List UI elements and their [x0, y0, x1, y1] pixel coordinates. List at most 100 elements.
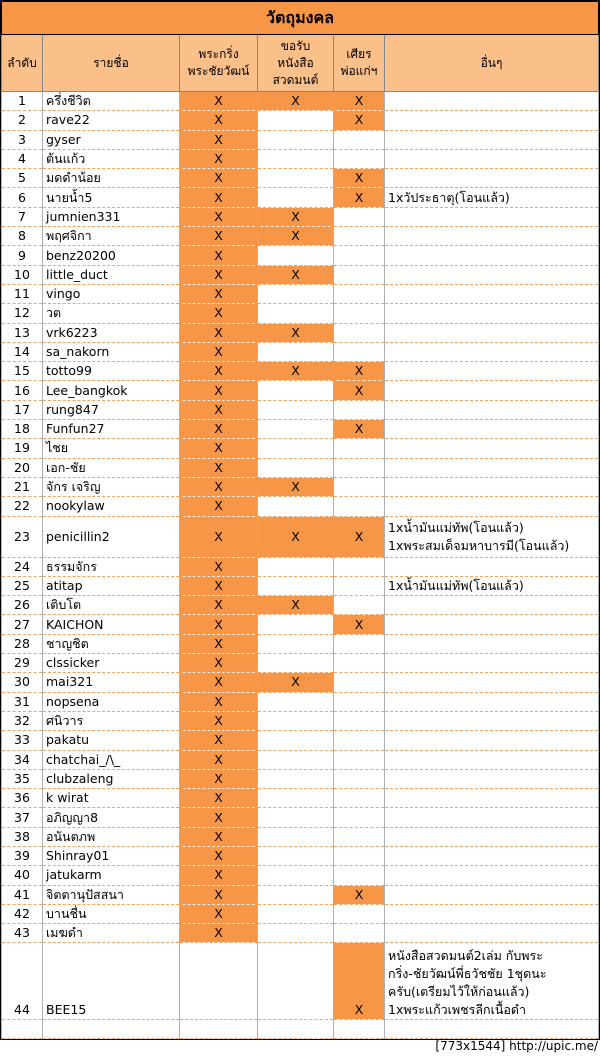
mark-cell: X	[179, 516, 258, 558]
other-cell	[384, 769, 599, 790]
empty-cell	[333, 265, 385, 285]
empty-cell	[257, 730, 334, 751]
empty-cell	[257, 458, 334, 478]
empty-cell	[257, 168, 334, 189]
mark-cell: X	[179, 400, 258, 421]
row: 11 vingo X	[1, 284, 599, 305]
other-line: หนังสือสวดมนต์2เล่ม กับพระ	[388, 948, 543, 964]
mark-cell: X	[179, 438, 258, 459]
other-cell	[384, 904, 599, 925]
row: 34 chatchai_/\_ X	[1, 750, 599, 770]
empty-cell	[257, 750, 334, 770]
mark-cell: X	[179, 750, 258, 770]
empty-cell	[42, 1019, 180, 1040]
mark-cell: X	[179, 323, 258, 343]
row: 39 Shinray01 X	[1, 846, 599, 867]
other-cell	[384, 380, 599, 401]
empty-cell	[333, 323, 385, 343]
row: 9 benz20200 X	[1, 245, 599, 266]
member-name: ต้นแก้ว	[42, 149, 180, 170]
member-name: อนันตภพ	[42, 827, 180, 847]
title-row: วัตถุมงคล	[1, 1, 599, 35]
row: 44 BEE15 X หนังสือสวดมนต์2เล่ม กับพระ กริ่ง-…	[1, 942, 599, 1021]
row-number: 27	[1, 614, 43, 635]
row: 38 อนันตภพ X	[1, 827, 599, 847]
empty-cell	[333, 750, 385, 770]
empty-cell	[257, 130, 334, 150]
other-cell: 1xน้ำมันแม่ทัพ(โอนแล้ว) 1xพระสมเด็จมหาบาร…	[384, 516, 599, 558]
mark-cell: X	[179, 730, 258, 751]
member-name: mai321	[42, 672, 180, 693]
row-number: 37	[1, 807, 43, 828]
member-name: KAICHON	[42, 614, 180, 635]
row-number: 16	[1, 380, 43, 401]
empty-cell	[257, 846, 334, 867]
row-number: 25	[1, 576, 43, 597]
mark-cell: X	[179, 557, 258, 577]
header-cell: ลำดับ	[1, 34, 43, 92]
row: 40 jatukarm X	[1, 865, 599, 886]
table-body: วัตถุมงคล ลำดับ รายชื่อ พระกริ่ง พระชัยวัฒ…	[1, 1, 599, 1040]
mark-cell: X	[179, 380, 258, 401]
row: 41 จิตตานุปัสสนา X X	[1, 885, 599, 905]
mark-cell: X	[179, 711, 258, 732]
row-number: 1	[1, 91, 43, 112]
other-cell	[384, 91, 599, 112]
row: 27 KAICHON X X	[1, 614, 599, 635]
header-cell: รายชื่อ	[42, 34, 180, 92]
empty-cell	[333, 672, 385, 693]
row-number: 38	[1, 827, 43, 847]
mark-cell: X	[257, 207, 334, 228]
row: 2 rave22 X X	[1, 110, 599, 131]
other-cell	[384, 496, 599, 517]
other-cell	[384, 634, 599, 655]
table: วัตถุมงคล ลำดับ รายชื่อ พระกริ่ง พระชัยวัฒ…	[1, 1, 599, 1040]
other-cell	[384, 614, 599, 635]
empty-cell	[257, 807, 334, 828]
empty-cell	[333, 342, 385, 363]
member-name: อภิญญา8	[42, 807, 180, 828]
row-number: 42	[1, 904, 43, 925]
empty-cell	[333, 711, 385, 732]
row-number: 11	[1, 284, 43, 305]
mark-cell: X	[179, 303, 258, 324]
row: 4 ต้นแก้ว X	[1, 149, 599, 170]
member-name: เติบโต	[42, 595, 180, 616]
empty-cell	[257, 419, 334, 440]
member-name: พฤศจิกา	[42, 226, 180, 247]
other-cell	[384, 846, 599, 867]
row: 29 clssicker X	[1, 653, 599, 674]
member-name: gyser	[42, 130, 180, 150]
empty-cell	[333, 438, 385, 459]
member-name: ชาญชิต	[42, 634, 180, 655]
empty-cell	[179, 1019, 258, 1040]
mark-cell: X	[257, 226, 334, 247]
member-name: จักร เจริญ	[42, 477, 180, 498]
empty-cell	[257, 576, 334, 597]
empty-cell	[257, 342, 334, 363]
empty-cell	[333, 149, 385, 170]
member-name: sa_nakorn	[42, 342, 180, 363]
other-cell	[384, 672, 599, 693]
row-number: 10	[1, 265, 43, 285]
member-name: nopsena	[42, 692, 180, 712]
row-number: 8	[1, 226, 43, 247]
empty-cell	[257, 496, 334, 517]
row: 35 clubzaleng X	[1, 769, 599, 790]
empty-cell	[333, 788, 385, 809]
other-cell	[384, 303, 599, 324]
row: 42 บานชื่น X	[1, 904, 599, 925]
row: 6 นายน้ำ5 X X 1xวัประธาตุ(โอนแล้ว)	[1, 187, 599, 208]
member-name: ธรรมจักร	[42, 557, 180, 577]
other-line: 1xพระสมเด็จมหาบารมี(โอนแล้ว)	[388, 537, 570, 553]
mark-cell: X	[179, 226, 258, 247]
mark-cell: X	[179, 827, 258, 847]
other-cell	[384, 595, 599, 616]
mark-cell: X	[179, 245, 258, 266]
other-cell	[384, 885, 599, 905]
empty-cell	[257, 400, 334, 421]
other-cell	[384, 750, 599, 770]
other-cell	[384, 923, 599, 944]
row: 19 ไชย X	[1, 438, 599, 459]
row: 10 little_duct X X	[1, 265, 599, 285]
